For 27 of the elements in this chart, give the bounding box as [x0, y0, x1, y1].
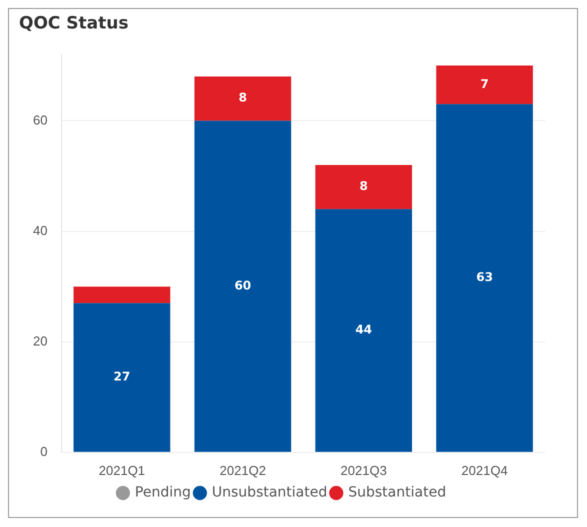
- y-tick-label: 40: [32, 222, 48, 238]
- data-label: 60: [234, 278, 252, 292]
- x-tick-label: 2021Q1: [98, 462, 146, 478]
- x-tick-label: 2021Q4: [461, 462, 508, 478]
- bar: [74, 286, 170, 304]
- bar: [194, 120, 292, 452]
- data-label: 27: [114, 370, 130, 384]
- data-label: 8: [238, 90, 247, 105]
- data-label: 8: [359, 179, 368, 194]
- bar: [315, 209, 412, 452]
- bar: [315, 164, 412, 210]
- bar: [74, 303, 170, 452]
- y-tick-label: 0: [40, 444, 48, 459]
- data-label: 44: [355, 322, 372, 337]
- data-label: 63: [476, 270, 493, 284]
- legend-label: Unsubstantiated: [212, 484, 328, 501]
- x-tick-label: 2021Q2: [220, 462, 266, 478]
- bar: [436, 65, 533, 104]
- chart-title: QOC Status: [19, 14, 128, 34]
- y-tick-label: 20: [32, 333, 48, 348]
- y-tick-label: 60: [32, 112, 48, 128]
- legend-label: Substantiated: [348, 484, 446, 501]
- bar: [436, 104, 533, 452]
- x-tick-label: 2021Q3: [340, 462, 387, 478]
- legend-label: Pending: [134, 484, 191, 501]
- data-label: 7: [480, 76, 489, 91]
- bar: [194, 76, 292, 121]
